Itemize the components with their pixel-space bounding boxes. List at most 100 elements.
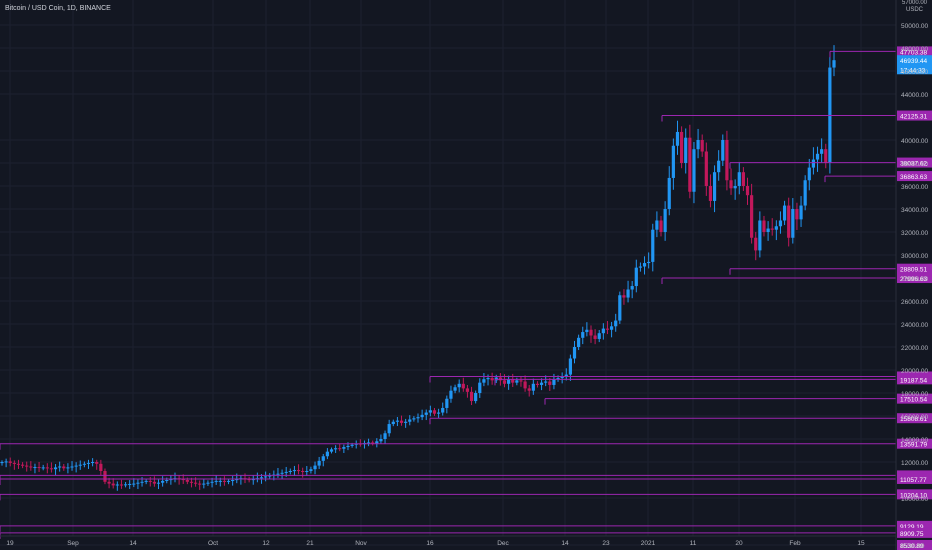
candle-body: [404, 421, 408, 423]
candle-body: [712, 172, 717, 201]
candle-body: [832, 60, 836, 68]
candle-body: [478, 382, 482, 393]
candle-body: [408, 419, 412, 422]
candle-body: [601, 328, 605, 334]
candle-body: [334, 448, 338, 450]
candle-body: [301, 471, 305, 472]
candle-body: [62, 466, 66, 469]
candle-body: [737, 172, 741, 186]
candle-body: [519, 380, 523, 382]
candle-body: [280, 472, 284, 474]
candle-body: [441, 407, 445, 413]
candle-body: [688, 137, 692, 192]
price-label-box: [897, 527, 932, 538]
candle-body: [531, 383, 535, 391]
candle-body: [486, 378, 490, 380]
y-tick-label: 10000.00: [901, 496, 928, 503]
price-label: 46939.44: [900, 58, 927, 65]
candle-body: [436, 412, 441, 414]
x-tick-label: 23: [602, 540, 610, 547]
candle-body: [750, 195, 754, 238]
candle-body: [218, 480, 222, 482]
candle-body: [432, 410, 437, 414]
candle-body: [383, 433, 387, 439]
x-tick-label: Dec: [497, 540, 509, 547]
candle-body: [329, 449, 334, 452]
y-tick-label: 28000.00: [901, 276, 928, 283]
candle-body: [696, 140, 700, 150]
candle-body: [198, 483, 202, 485]
candle-body: [95, 462, 99, 464]
candle-body: [74, 465, 78, 467]
candle-body: [379, 439, 383, 442]
x-tick-label: 14: [561, 540, 569, 547]
candle-body: [33, 467, 37, 469]
candle-body: [305, 471, 309, 472]
candle-body: [609, 326, 614, 330]
price-label: 38037.62: [900, 161, 927, 168]
candle-body: [0, 462, 4, 464]
price-label-box: [897, 55, 932, 66]
price-label-box: [897, 157, 932, 168]
price-label-box: [897, 46, 932, 57]
candle-body: [502, 380, 507, 384]
candle-body: [717, 160, 721, 173]
y-tick-label: 14000.00: [901, 437, 928, 444]
candle-body: [37, 467, 41, 469]
x-tick-label: 20: [735, 540, 743, 547]
candle-body: [762, 220, 766, 232]
y-tick-label: 46000.00: [901, 69, 928, 76]
price-label-box: [897, 489, 932, 500]
candle-body: [515, 380, 519, 383]
candle-body: [78, 464, 82, 466]
candle-body: [309, 469, 313, 471]
candle-body: [758, 220, 762, 251]
price-label-box: [897, 263, 932, 274]
candle-body: [638, 266, 643, 268]
candle-body: [70, 466, 74, 468]
candle-body: [346, 445, 350, 448]
x-tick-label: 21: [306, 540, 314, 547]
candle-body: [25, 465, 29, 467]
candle-body: [453, 387, 457, 391]
y-tick-label: 16000.00: [901, 414, 928, 421]
candle-body: [667, 177, 671, 209]
candle-body: [206, 482, 210, 484]
price-label: 36863.63: [900, 174, 927, 181]
candle-body: [729, 180, 733, 189]
candle-body: [387, 424, 391, 434]
candle-body: [4, 461, 8, 463]
price-label: 15808.61: [900, 416, 927, 423]
candle-body: [787, 205, 791, 238]
candle-body: [469, 391, 474, 402]
price-label: 28809.51: [900, 267, 927, 274]
x-tick-label: 16: [426, 540, 434, 547]
x-tick-label: 2021: [641, 540, 656, 547]
x-tick-label: 11: [690, 540, 697, 547]
candle-body: [86, 462, 91, 464]
y-tick-label: 24000.00: [901, 322, 928, 329]
y-tick-label: 40000.00: [901, 138, 928, 145]
candle-body: [16, 463, 21, 465]
price-label: 27996.63: [900, 276, 927, 283]
candle-body: [12, 462, 16, 464]
candle-body: [391, 421, 395, 425]
candle-body: [276, 473, 280, 475]
price-label-box: [897, 374, 932, 385]
candle-body: [342, 447, 346, 449]
y-tick-label: 8530.89: [901, 543, 925, 550]
candle-body: [144, 480, 148, 482]
candle-body: [338, 448, 342, 450]
candle-body: [597, 333, 601, 339]
y-tick-label: 30000.00: [901, 253, 928, 260]
x-tick-label: 15: [857, 540, 865, 547]
y-tick-label: 20000.00: [901, 368, 928, 375]
candle-body: [474, 393, 478, 402]
candle-body: [799, 205, 803, 220]
y-tick-label: 50000.00: [901, 23, 928, 30]
candle-body: [585, 329, 589, 333]
candle-body: [490, 378, 494, 381]
candle-body: [692, 149, 696, 192]
candle-body: [395, 420, 400, 422]
